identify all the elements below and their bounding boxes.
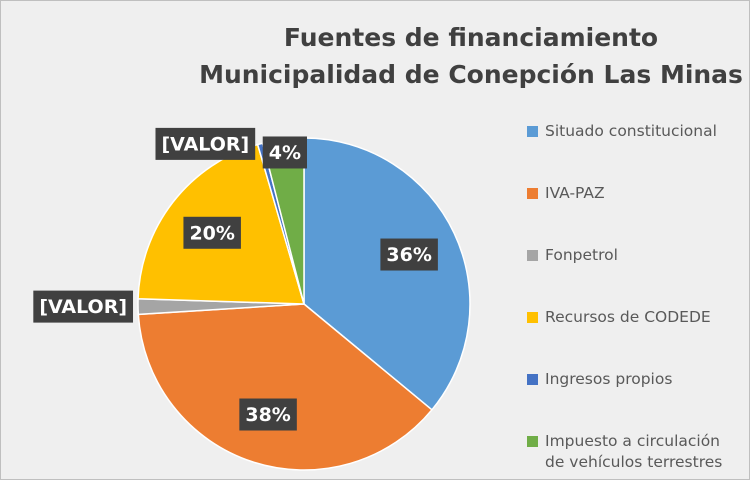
- data-label-text: [VALOR]: [39, 296, 127, 318]
- legend-label: Situado constitucional: [545, 122, 717, 140]
- data-label: [VALOR]: [33, 290, 134, 323]
- data-label-box: [33, 290, 134, 323]
- legend-label: Ingresos propios: [545, 370, 673, 388]
- legend-item: IVA-PAZ: [527, 183, 742, 245]
- data-label: 4%: [262, 136, 307, 169]
- legend-item: Recursos de CODEDE: [527, 307, 742, 369]
- data-label-text: 36%: [386, 244, 431, 266]
- pie-slice: [137, 303, 433, 471]
- legend-swatch: [527, 374, 538, 385]
- legend: Situado constitucional IVA-PAZ Fonpetrol Re…: [527, 121, 742, 479]
- legend-label: Recursos de CODEDE: [545, 308, 711, 326]
- pie-slice: [303, 137, 471, 411]
- legend-swatch: [527, 188, 538, 199]
- legend-swatch: [527, 312, 538, 323]
- legend-swatch: [527, 436, 538, 447]
- legend-item: Ingresos propios: [527, 369, 742, 431]
- legend-item: Impuesto a circulación de vehículos terr…: [527, 431, 742, 479]
- legend-swatch: [527, 250, 538, 261]
- legend-label: Fonpetrol: [545, 246, 618, 264]
- legend-item: Fonpetrol: [527, 245, 742, 307]
- data-label-text: [VALOR]: [161, 133, 249, 155]
- data-label-box: [239, 398, 297, 431]
- legend-swatch: [527, 126, 538, 137]
- data-label-text: 20%: [189, 222, 234, 244]
- data-label: [VALOR]: [155, 127, 256, 160]
- legend-item: Situado constitucional: [527, 121, 742, 183]
- data-label-box: [155, 127, 256, 160]
- data-label-text: 4%: [269, 142, 301, 164]
- data-label: 36%: [380, 238, 438, 271]
- legend-label: IVA-PAZ: [545, 184, 605, 202]
- data-label: 38%: [239, 398, 297, 431]
- data-label-box: [262, 136, 307, 169]
- data-label-box: [183, 216, 241, 249]
- data-label-box: [380, 238, 438, 271]
- chart-title: Fuentes de financiamiento Municipalidad …: [199, 23, 743, 89]
- data-label: 20%: [183, 216, 241, 249]
- legend-label: Impuesto a circulación de vehículos terr…: [545, 432, 723, 471]
- data-label-text: 38%: [245, 404, 290, 426]
